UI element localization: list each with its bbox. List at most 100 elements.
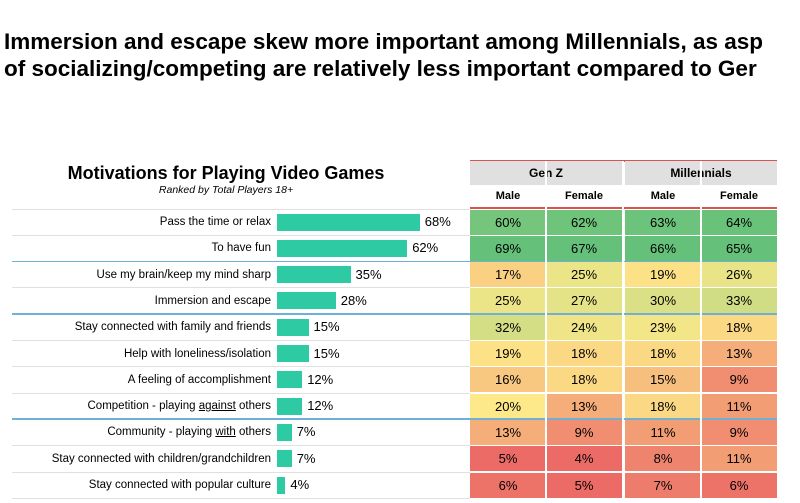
table-cell: 18% — [546, 367, 622, 393]
category-label: Help with loneliness/isolation — [123, 347, 271, 360]
chart-subtitle: Ranked by Total Players 18+ — [158, 184, 294, 196]
bar — [277, 423, 292, 441]
bar-value-label: 7% — [296, 424, 316, 440]
bar-value-label: 28% — [340, 292, 367, 308]
category-label: Use my brain/keep my mind sharp — [96, 268, 271, 281]
headline-line-2: of socializing/competing are relatively … — [4, 56, 757, 81]
bar — [277, 371, 303, 389]
group-divider — [12, 313, 777, 315]
row-divider — [12, 392, 470, 394]
bar-value-label: 7% — [296, 450, 316, 466]
table-cell: 9% — [701, 367, 777, 393]
column-divider — [545, 161, 547, 499]
bar-value-label: 4% — [290, 477, 310, 492]
bar-value-label: 15% — [313, 319, 340, 335]
chart-title: Motivations for Playing Video Games — [67, 163, 385, 183]
category-label: To have fun — [211, 242, 271, 255]
category-label: Pass the time or relax — [159, 216, 271, 228]
table-cell: 24% — [546, 314, 622, 340]
table-cell: 30% — [625, 288, 701, 314]
table-cell: 63% — [625, 209, 701, 235]
table-cell: 26% — [701, 262, 777, 288]
table-cell: 18% — [625, 393, 701, 419]
table-cell: 13% — [546, 393, 622, 419]
table-cell: 65% — [701, 235, 777, 261]
category-label: Immersion and escape — [154, 294, 271, 307]
bar — [277, 397, 303, 415]
row-divider — [12, 497, 470, 499]
bar-value-label: 12% — [307, 398, 334, 414]
table-cell: 6% — [470, 472, 546, 498]
subheader-millennials-female: Female — [701, 185, 777, 207]
bar — [277, 266, 351, 284]
table-cell: 60% — [470, 209, 546, 235]
table-cell: 20% — [470, 393, 546, 419]
table-cell: 64% — [701, 209, 777, 235]
category-label-emphasis: against — [198, 400, 236, 413]
headline: Immersion and escape skew more important… — [4, 28, 800, 82]
table-cell: 5% — [546, 472, 622, 498]
table-cell: 18% — [701, 314, 777, 340]
table-cell: 25% — [546, 262, 622, 288]
category-label: Stay connected with children/grandchildr… — [51, 452, 271, 465]
group-divider — [12, 260, 777, 263]
table-cell: 8% — [625, 446, 701, 472]
table-cell: 11% — [701, 393, 777, 419]
table-cell: 23% — [625, 314, 701, 340]
row-divider — [12, 445, 470, 447]
table-cell: 33% — [701, 288, 777, 314]
table-cell: 27% — [546, 288, 622, 314]
table-cell: 6% — [701, 472, 777, 498]
table-cell: 13% — [470, 419, 546, 445]
table-cell: 9% — [701, 419, 777, 445]
table-cell: 67% — [546, 235, 622, 261]
bar — [277, 450, 292, 468]
table-cell: 7% — [625, 472, 701, 498]
bar — [277, 345, 309, 362]
row-divider — [12, 366, 470, 368]
row-divider — [12, 234, 470, 236]
column-divider — [700, 161, 702, 499]
table-cell: 11% — [625, 419, 701, 445]
table-cell: 32% — [470, 314, 546, 340]
bar-value-label: 12% — [307, 371, 334, 387]
bar — [277, 318, 309, 336]
table-cell: 9% — [546, 419, 622, 445]
table-cell: 16% — [470, 367, 546, 393]
table-cell: 18% — [546, 341, 622, 366]
row-divider — [12, 287, 470, 289]
category-label: Stay connected with popular culture — [88, 479, 271, 491]
subheader-genz-female: Female — [546, 185, 622, 207]
headline-line-1: Immersion and escape skew more important… — [4, 29, 763, 54]
category-label-emphasis: with — [215, 426, 236, 439]
table-cell: 15% — [625, 367, 701, 393]
row-divider — [12, 340, 470, 341]
bar-value-label: 68% — [424, 214, 451, 229]
category-label: Community - playing with others — [107, 426, 271, 439]
subheader-genz-male: Male — [470, 185, 546, 207]
table-cell: 25% — [470, 288, 546, 314]
table-cell: 19% — [625, 262, 701, 288]
row-divider — [12, 208, 470, 210]
table-cell: 4% — [546, 446, 622, 472]
table-cell: 19% — [470, 341, 546, 366]
category-label: A feeling of accomplishment — [127, 373, 271, 386]
table-cell: 62% — [546, 209, 622, 235]
group-divider — [12, 418, 777, 420]
bar — [277, 292, 336, 310]
bar — [277, 239, 408, 257]
bar-value-label: 15% — [313, 345, 340, 361]
subheader-millennials-male: Male — [625, 185, 701, 207]
table-cell: 17% — [470, 262, 546, 288]
row-divider — [12, 471, 470, 473]
bar — [277, 213, 420, 231]
table-cell: 66% — [625, 235, 701, 261]
table-cell: 18% — [625, 341, 701, 366]
table-cell: 11% — [701, 446, 777, 472]
bar-value-label: 62% — [412, 240, 439, 256]
bar — [277, 476, 286, 494]
bar-value-label: 35% — [355, 266, 382, 282]
category-label: Stay connected with family and friends — [74, 321, 271, 334]
column-divider — [622, 161, 624, 499]
